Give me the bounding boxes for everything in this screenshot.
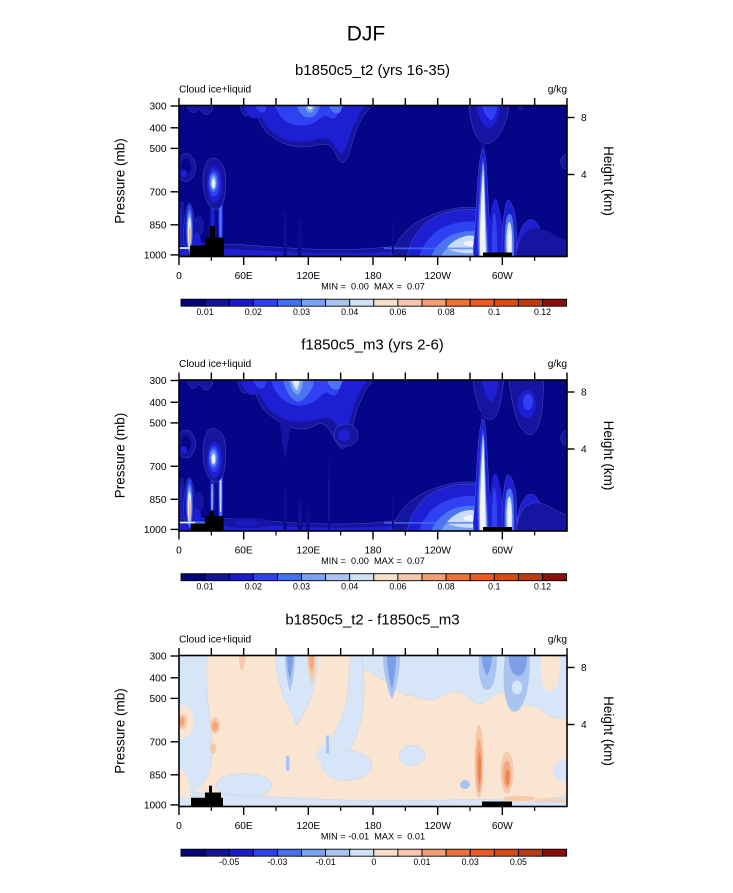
svg-text:b1850c5_t2 - f1850c5_m3: b1850c5_t2 - f1850c5_m3	[285, 612, 459, 629]
svg-text:0.08: 0.08	[438, 581, 455, 591]
svg-text:MIN = -0.01 MAX = 0.01: MIN = -0.01 MAX = 0.01	[321, 832, 425, 842]
svg-text:-0.05: -0.05	[219, 857, 239, 867]
svg-text:Cloud ice+liquid: Cloud ice+liquid	[179, 85, 252, 96]
svg-text:700: 700	[150, 187, 167, 198]
svg-text:500: 500	[150, 694, 167, 705]
svg-text:0.02: 0.02	[245, 307, 262, 317]
svg-text:180: 180	[365, 271, 382, 282]
svg-text:120W: 120W	[424, 821, 451, 832]
svg-text:0.01: 0.01	[197, 581, 214, 591]
svg-text:0.04: 0.04	[341, 581, 358, 591]
svg-text:0.12: 0.12	[534, 307, 551, 317]
svg-text:-0.01: -0.01	[316, 857, 336, 867]
svg-text:4: 4	[581, 720, 587, 731]
svg-text:DJF: DJF	[347, 23, 386, 46]
svg-text:4: 4	[581, 170, 587, 181]
svg-text:400: 400	[150, 673, 167, 684]
svg-text:120E: 120E	[296, 546, 320, 557]
svg-text:60E: 60E	[235, 821, 253, 832]
svg-text:0.03: 0.03	[462, 857, 479, 867]
svg-text:Height (km): Height (km)	[601, 146, 616, 216]
svg-text:Pressure (mb): Pressure (mb)	[113, 688, 128, 774]
svg-text:f1850c5_m3 (yrs 2-6): f1850c5_m3 (yrs 2-6)	[301, 337, 444, 354]
svg-text:Cloud ice+liquid: Cloud ice+liquid	[179, 635, 252, 646]
svg-text:0.02: 0.02	[245, 581, 262, 591]
svg-text:MIN = 0.00 MAX = 0.07: MIN = 0.00 MAX = 0.07	[321, 556, 425, 566]
svg-text:0.05: 0.05	[510, 857, 527, 867]
svg-text:120W: 120W	[424, 271, 451, 282]
svg-text:8: 8	[581, 663, 587, 674]
svg-text:Height (km): Height (km)	[601, 421, 616, 491]
svg-text:8: 8	[581, 388, 587, 399]
svg-text:0.12: 0.12	[534, 581, 551, 591]
svg-text:1000: 1000	[144, 525, 167, 536]
svg-text:-0.03: -0.03	[267, 857, 287, 867]
svg-text:Cloud ice+liquid: Cloud ice+liquid	[179, 359, 252, 370]
svg-text:60E: 60E	[235, 271, 253, 282]
svg-text:400: 400	[150, 398, 167, 409]
svg-text:60W: 60W	[492, 546, 513, 557]
svg-text:1000: 1000	[144, 801, 167, 812]
svg-text:b1850c5_t2 (yrs 16-35): b1850c5_t2 (yrs 16-35)	[295, 62, 450, 79]
svg-text:0.1: 0.1	[488, 581, 500, 591]
svg-text:120E: 120E	[296, 271, 320, 282]
svg-text:120W: 120W	[424, 546, 451, 557]
svg-text:500: 500	[150, 419, 167, 430]
svg-text:4: 4	[581, 445, 587, 456]
svg-text:0: 0	[176, 821, 182, 832]
svg-text:700: 700	[150, 737, 167, 748]
svg-text:g/kg: g/kg	[548, 359, 568, 370]
svg-text:0.1: 0.1	[488, 307, 500, 317]
svg-text:0.01: 0.01	[197, 307, 214, 317]
svg-text:300: 300	[150, 652, 167, 663]
svg-text:MIN = 0.00 MAX = 0.07: MIN = 0.00 MAX = 0.07	[321, 282, 425, 292]
svg-text:0.01: 0.01	[413, 857, 430, 867]
svg-text:400: 400	[150, 123, 167, 134]
svg-text:1000: 1000	[144, 251, 167, 262]
svg-text:0: 0	[371, 857, 376, 867]
svg-text:0.06: 0.06	[389, 307, 406, 317]
svg-text:Height (km): Height (km)	[601, 696, 616, 766]
svg-text:0.03: 0.03	[293, 581, 310, 591]
svg-text:0.06: 0.06	[389, 581, 406, 591]
svg-text:g/kg: g/kg	[548, 635, 568, 646]
svg-text:500: 500	[150, 144, 167, 155]
svg-text:g/kg: g/kg	[548, 85, 568, 96]
svg-text:60W: 60W	[492, 271, 513, 282]
svg-text:60W: 60W	[492, 821, 513, 832]
svg-text:0.04: 0.04	[341, 307, 358, 317]
svg-text:Pressure (mb): Pressure (mb)	[113, 413, 128, 499]
svg-text:8: 8	[581, 113, 587, 124]
svg-text:300: 300	[150, 376, 167, 387]
svg-text:0: 0	[176, 271, 182, 282]
svg-text:850: 850	[150, 770, 167, 781]
svg-text:700: 700	[150, 462, 167, 473]
svg-text:0.08: 0.08	[438, 307, 455, 317]
svg-text:180: 180	[365, 546, 382, 557]
svg-text:0: 0	[176, 546, 182, 557]
svg-text:850: 850	[150, 220, 167, 231]
svg-text:0.03: 0.03	[293, 307, 310, 317]
svg-text:850: 850	[150, 495, 167, 506]
svg-text:180: 180	[365, 821, 382, 832]
svg-text:300: 300	[150, 102, 167, 113]
svg-text:120E: 120E	[296, 821, 320, 832]
svg-text:60E: 60E	[235, 546, 253, 557]
svg-text:Pressure (mb): Pressure (mb)	[113, 138, 128, 224]
